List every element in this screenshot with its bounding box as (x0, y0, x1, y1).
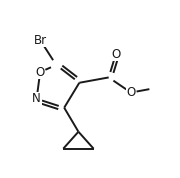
Text: N: N (32, 92, 41, 105)
Text: O: O (35, 66, 45, 79)
Text: O: O (111, 48, 120, 61)
Text: O: O (126, 86, 136, 99)
Text: Br: Br (34, 33, 47, 47)
